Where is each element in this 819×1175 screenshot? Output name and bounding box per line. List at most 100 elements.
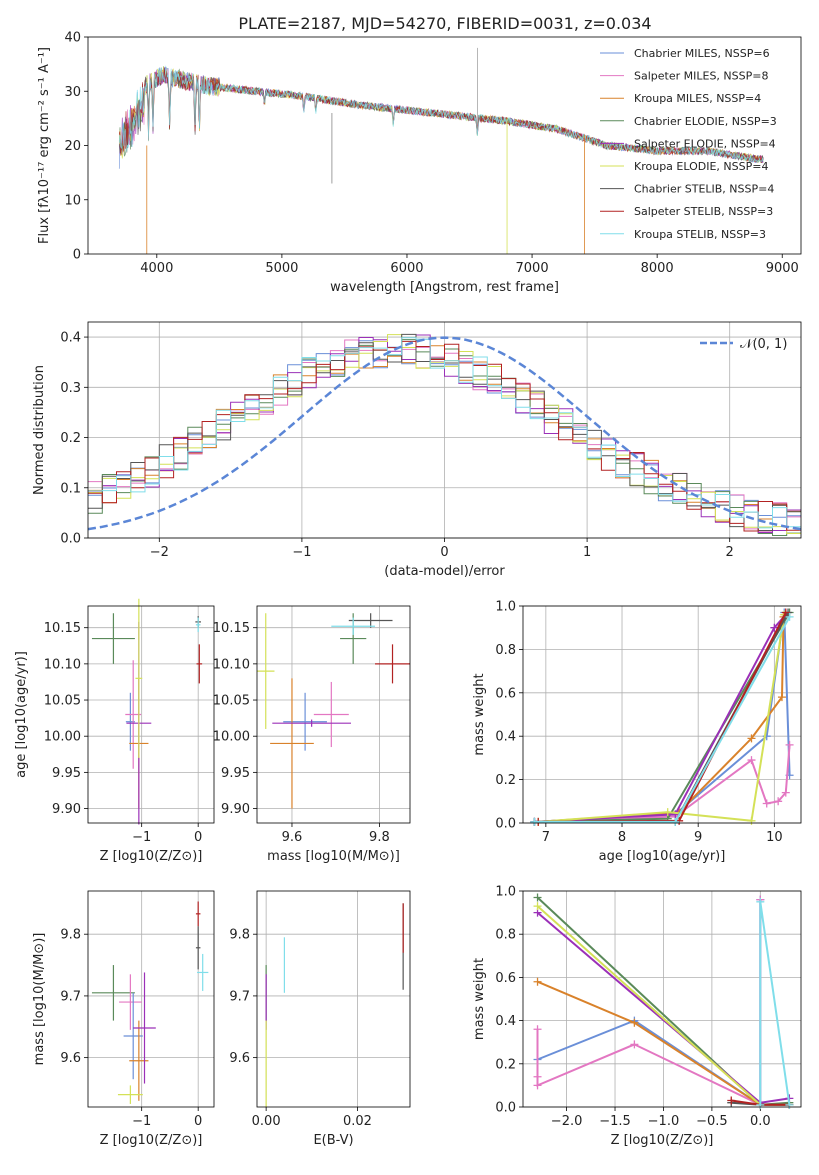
y-tick-label: 10.05	[44, 694, 81, 709]
y-axis-label: age [log10(age/yr)]	[14, 651, 29, 778]
histogram-steps	[88, 333, 801, 536]
data-point	[283, 692, 327, 751]
y-axis-label: mass weight	[472, 673, 487, 755]
weight-marker	[785, 1100, 794, 1109]
x-axis-label: Z [log10(Z/Z⊙)]	[100, 1133, 203, 1148]
data-point	[348, 613, 393, 628]
weight-marker	[533, 977, 542, 986]
mass-vs-extinction-panel: 0.00 0.02 9.6 9.7 9.8 E(B-V)	[229, 890, 411, 1148]
plot-frame	[87, 605, 215, 824]
weight-line	[534, 616, 791, 823]
y-tick-label: 0.8	[495, 928, 516, 943]
data-point	[91, 965, 135, 1021]
residual-histogram-panel: −2 −1 0 1 2 0.0 0.1 0.2 0.3 0.4 (data-model)/error…	[32, 321, 802, 579]
weight-marker	[533, 893, 542, 902]
x-tick-label: −1	[132, 830, 151, 845]
legend-label: 𝒩(0, 1)	[740, 337, 787, 352]
y-tick-label: 0.0	[60, 532, 81, 547]
x-tick-label: 0.0	[750, 1114, 771, 1129]
weight-line	[534, 614, 787, 823]
data-point	[195, 926, 201, 970]
weight-marker	[533, 1025, 542, 1034]
y-axis-label: Flux [fλ10⁻¹⁷ erg cm⁻² s⁻¹ A⁻¹]	[37, 47, 52, 244]
x-tick-label: −1.5	[599, 1114, 631, 1129]
y-tick-label: 10	[64, 193, 81, 208]
weight-line	[759, 901, 791, 1105]
x-tick-label: 9.8	[369, 830, 390, 845]
legend-label: Kroupa MILES, NSSP=4	[634, 92, 761, 105]
y-axis-label: Normed distribution	[32, 365, 47, 495]
y-tick-label: 20	[64, 139, 81, 154]
weight-marker	[781, 608, 790, 617]
data-point	[197, 953, 209, 991]
legend-label: Chabrier STELIB, NSSP=4	[634, 183, 774, 196]
legend-label: Salpeter MILES, NSSP=8	[634, 70, 768, 83]
x-tick-label: 0.02	[343, 1114, 372, 1129]
x-tick-label: 1	[583, 545, 591, 560]
weight-line	[534, 612, 791, 823]
legend-label: Salpeter ELODIE, NSSP=4	[634, 137, 776, 150]
y-tick-label: 10.10	[213, 657, 250, 672]
data-point	[129, 1020, 149, 1101]
x-tick-label: −2.0	[551, 1114, 583, 1129]
y-tick-label: 10.05	[213, 694, 250, 709]
y-tick-label: 9.95	[221, 766, 250, 781]
x-tick-label: −0.5	[696, 1114, 728, 1129]
y-tick-label: 0.8	[495, 643, 516, 658]
weight-line	[534, 612, 789, 823]
y-tick-label: 10.10	[44, 657, 81, 672]
x-tick-label: 0.00	[252, 1114, 281, 1129]
plot-frame	[256, 605, 411, 824]
x-tick-label: 7000	[516, 261, 549, 276]
y-tick-label: 9.8	[60, 928, 81, 943]
x-tick-label: 7	[542, 830, 550, 845]
y-tick-label: 0.6	[495, 971, 516, 986]
weight-marker	[630, 1018, 639, 1027]
x-axis-label: Z [log10(Z/Z⊙)]	[611, 1133, 714, 1148]
x-tick-label: −2	[150, 545, 169, 560]
spectrum-lines	[118, 47, 764, 254]
y-tick-label: 9.7	[60, 989, 81, 1004]
y-tick-label: 0.2	[495, 773, 516, 788]
weight-line	[538, 612, 787, 823]
x-axis-label: mass [log10(M/M⊙)]	[267, 849, 400, 864]
weight-marker	[777, 693, 786, 702]
y-tick-label: 1.0	[495, 885, 516, 900]
y-tick-label: 0.0	[495, 817, 516, 832]
weight-marker	[533, 1072, 542, 1081]
plot-frame	[522, 605, 802, 824]
legend-label: Kroupa ELODIE, NSSP=4	[634, 160, 768, 173]
y-tick-label: 40	[64, 31, 81, 46]
y-tick-label: 0.2	[60, 431, 81, 446]
weight-marker	[747, 734, 756, 743]
x-tick-label: 5000	[265, 261, 298, 276]
y-tick-label: 0.3	[60, 381, 81, 396]
spectrum-legend: Chabrier MILES, NSSP=6 Salpeter MILES, NS…	[600, 47, 777, 241]
figure-title: PLATE=2187, MJD=54270, FIBERID=0031, z=0…	[238, 14, 651, 33]
legend-label: Kroupa STELIB, NSSP=3	[634, 228, 766, 241]
data-point	[135, 598, 143, 758]
legend-label: Chabrier ELODIE, NSSP=3	[634, 115, 777, 128]
weight-marker	[747, 756, 756, 765]
data-point	[117, 1085, 143, 1104]
data-point	[133, 972, 156, 1084]
x-axis-label: Z [log10(Z/Z⊙)]	[100, 849, 203, 864]
weight-marker	[671, 810, 680, 819]
data-point	[196, 644, 203, 684]
weight-marker	[533, 1081, 542, 1090]
plot-frame	[522, 890, 802, 1108]
x-tick-label: −1	[132, 1114, 151, 1129]
y-tick-label: 0.4	[495, 1014, 516, 1029]
data-point	[313, 681, 349, 748]
plot-frame	[87, 321, 802, 539]
weight-marker	[530, 817, 539, 826]
plot-frame	[256, 890, 411, 1108]
y-tick-label: 9.90	[52, 802, 81, 817]
weight-marker	[756, 1100, 765, 1109]
x-axis-label: E(B-V)	[313, 1133, 353, 1148]
legend-label: Salpeter STELIB, NSSP=3	[634, 205, 773, 218]
weight-line	[534, 611, 791, 823]
y-tick-label: 0	[73, 248, 81, 263]
data-point	[195, 617, 201, 633]
